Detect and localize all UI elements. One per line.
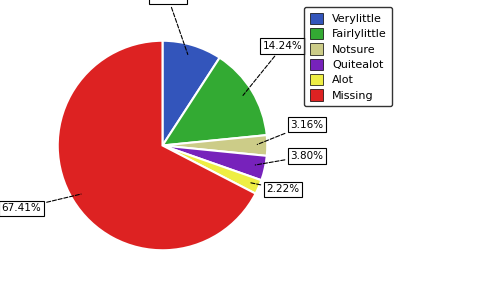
Text: 9.18%: 9.18% [151,0,188,54]
Wedge shape [162,146,266,180]
Text: 3.16%: 3.16% [258,120,324,144]
Legend: Verylittle, Fairlylittle, Notsure, Quitealot, Alot, Missing: Verylittle, Fairlylittle, Notsure, Quite… [304,7,392,106]
Text: 2.22%: 2.22% [250,183,300,194]
Wedge shape [162,41,220,146]
Wedge shape [58,41,256,250]
Wedge shape [162,58,266,146]
Text: 3.80%: 3.80% [255,151,324,165]
Text: 14.24%: 14.24% [243,41,303,95]
Wedge shape [162,146,262,194]
Text: 67.41%: 67.41% [1,194,81,213]
Wedge shape [162,135,268,156]
